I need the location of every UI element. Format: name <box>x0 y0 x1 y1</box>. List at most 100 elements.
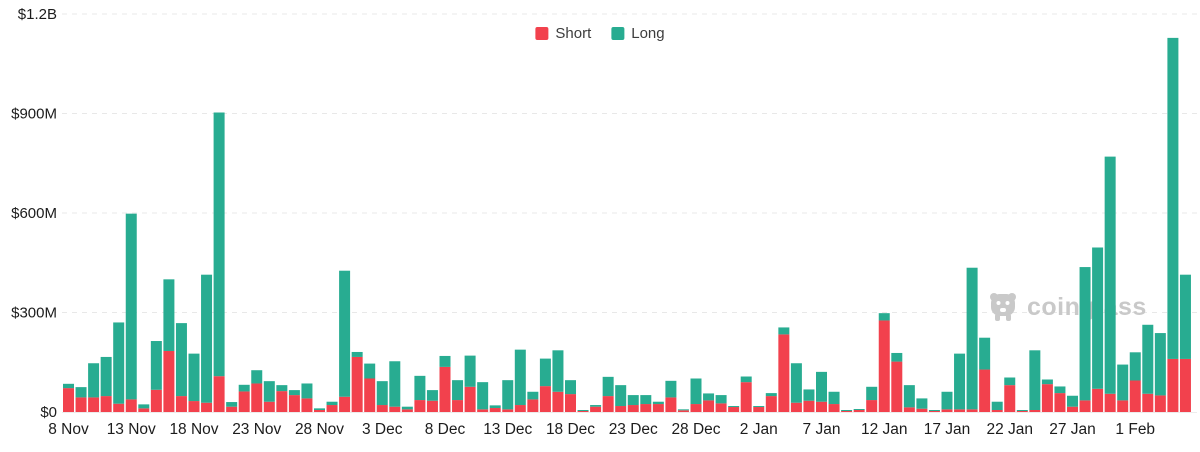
bar-short[interactable] <box>928 411 940 412</box>
bar-long[interactable] <box>364 363 376 379</box>
bar-short[interactable] <box>640 404 652 412</box>
bar-long[interactable] <box>1167 37 1179 359</box>
bar-short[interactable] <box>288 395 300 412</box>
bar-long[interactable] <box>1129 352 1141 381</box>
bar-long[interactable] <box>514 349 526 406</box>
bar-long[interactable] <box>100 356 112 397</box>
bar-short[interactable] <box>364 378 376 412</box>
bar-long[interactable] <box>1016 410 1028 411</box>
bar-long[interactable] <box>652 401 664 405</box>
bar-long[interactable] <box>640 395 652 405</box>
bar-short[interactable] <box>301 398 313 412</box>
bar-short[interactable] <box>452 400 464 412</box>
bar-long[interactable] <box>841 410 853 411</box>
bar-short[interactable] <box>263 401 275 412</box>
bar-short[interactable] <box>88 397 100 412</box>
bar-short[interactable] <box>677 410 689 412</box>
bar-long[interactable] <box>916 398 928 409</box>
bar-long[interactable] <box>238 384 250 392</box>
bar-long[interactable] <box>88 363 100 398</box>
bar-long[interactable] <box>188 353 200 402</box>
bar-long[interactable] <box>63 383 74 389</box>
bar-short[interactable] <box>439 366 451 412</box>
bar-long[interactable] <box>125 213 137 400</box>
bar-short[interactable] <box>1117 400 1129 412</box>
bar-long[interactable] <box>401 406 413 410</box>
bar-long[interactable] <box>728 406 740 408</box>
bar-long[interactable] <box>1117 364 1129 401</box>
bar-long[interactable] <box>314 408 325 411</box>
bar-long[interactable] <box>765 393 777 397</box>
bar-short[interactable] <box>941 409 953 412</box>
bar-long[interactable] <box>163 279 175 351</box>
bar-short[interactable] <box>125 399 137 412</box>
bar-long[interactable] <box>740 376 752 383</box>
bar-short[interactable] <box>841 411 853 412</box>
bar-long[interactable] <box>790 363 802 403</box>
bar-short[interactable] <box>389 406 401 412</box>
bar-short[interactable] <box>502 409 514 412</box>
bar-long[interactable] <box>565 380 576 395</box>
bar-long[interactable] <box>803 389 815 401</box>
bar-short[interactable] <box>326 405 338 412</box>
bar-short[interactable] <box>891 361 903 412</box>
bar-short[interactable] <box>577 411 589 412</box>
bar-long[interactable] <box>452 380 464 401</box>
bar-short[interactable] <box>276 391 288 412</box>
bar-short[interactable] <box>376 405 388 412</box>
bar-short[interactable] <box>715 403 727 412</box>
bar-short[interactable] <box>63 388 74 412</box>
bar-long[interactable] <box>213 112 225 377</box>
bar-short[interactable] <box>903 407 915 412</box>
bar-long[interactable] <box>251 370 263 384</box>
bar-short[interactable] <box>414 400 426 412</box>
bar-short[interactable] <box>138 408 150 412</box>
bar-long[interactable] <box>703 393 715 401</box>
bar-long[interactable] <box>339 270 351 397</box>
bar-short[interactable] <box>514 405 526 412</box>
bar-long[interactable] <box>1154 333 1166 396</box>
bar-long[interactable] <box>1079 267 1091 401</box>
bar-long[interactable] <box>1029 350 1041 411</box>
bar-long[interactable] <box>627 395 639 406</box>
bar-long[interactable] <box>414 375 426 401</box>
bar-long[interactable] <box>816 371 827 402</box>
bar-long[interactable] <box>590 405 602 407</box>
bar-long[interactable] <box>426 390 438 401</box>
bar-long[interactable] <box>477 382 489 410</box>
bar-long[interactable] <box>753 406 765 408</box>
bar-short[interactable] <box>665 397 677 412</box>
bar-long[interactable] <box>552 350 564 392</box>
bar-short[interactable] <box>489 408 501 412</box>
bar-long[interactable] <box>201 274 213 403</box>
bar-short[interactable] <box>314 410 325 412</box>
bar-long[interactable] <box>665 380 677 398</box>
bar-short[interactable] <box>477 409 489 412</box>
bar-short[interactable] <box>226 406 238 412</box>
bar-short[interactable] <box>175 396 187 412</box>
bar-long[interactable] <box>1104 156 1116 394</box>
bar-short[interactable] <box>426 400 438 412</box>
bar-short[interactable] <box>590 406 602 412</box>
bar-long[interactable] <box>276 385 288 392</box>
bar-short[interactable] <box>1167 358 1179 412</box>
bar-short[interactable] <box>866 400 878 412</box>
bar-long[interactable] <box>828 391 840 405</box>
bar-long[interactable] <box>677 409 689 411</box>
bar-short[interactable] <box>853 410 865 412</box>
bar-short[interactable] <box>1154 395 1166 412</box>
bar-short[interactable] <box>1129 380 1141 412</box>
bar-short[interactable] <box>251 383 263 412</box>
bar-short[interactable] <box>1041 384 1053 412</box>
bar-long[interactable] <box>903 385 915 408</box>
bar-short[interactable] <box>740 382 752 412</box>
bar-short[interactable] <box>1016 411 1028 412</box>
bar-long[interactable] <box>439 355 451 367</box>
bar-short[interactable] <box>100 396 112 412</box>
bar-long[interactable] <box>941 391 953 410</box>
bar-long[interactable] <box>853 409 865 411</box>
bar-short[interactable] <box>163 350 175 412</box>
bar-long[interactable] <box>226 402 238 407</box>
bar-short[interactable] <box>615 406 627 412</box>
bar-long[interactable] <box>891 352 903 362</box>
